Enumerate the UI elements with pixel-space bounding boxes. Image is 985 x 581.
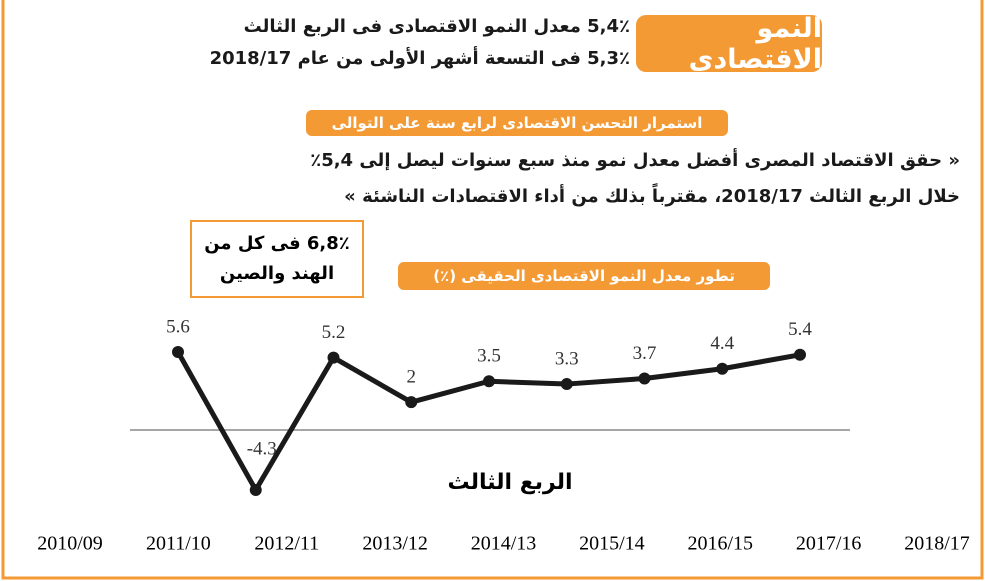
note-line: 6,8٪ فى كل من [204, 233, 350, 254]
x-tick-label: 2017/16 [796, 533, 862, 555]
point [560, 378, 573, 391]
note-box: 6,8٪ فى كل من الهند والصين [190, 220, 364, 298]
data-label: 3.3 [555, 348, 579, 369]
annotation: الربع الثالث [447, 470, 572, 495]
x-tick-label: 2010/09 [37, 533, 103, 555]
x-tick-label: 2015/14 [579, 533, 645, 555]
point [249, 484, 262, 496]
data-label: 4.4 [710, 333, 734, 354]
point [405, 396, 418, 409]
point [483, 375, 495, 388]
banner: استمرار التحسن الاقتصادى لرابع سنة على ا… [306, 110, 728, 136]
x-tick-label: 2012/11 [254, 533, 319, 555]
point [716, 362, 729, 375]
x-tick-label: 2011/10 [146, 533, 211, 555]
quote-line: « حقق الاقتصاد المصرى أفضل معدل نمو منذ … [310, 150, 960, 171]
x-tick-label: 2018/17 [904, 533, 970, 555]
data-label: 5.2 [322, 322, 346, 343]
chart-title: تطور معدل النمو الاقتصادى الحقيقى (٪) [398, 262, 770, 290]
note-line: الهند والصين [219, 263, 335, 284]
quote-line: خلال الربع الثالث 2018/17، مقترباً بذلك … [344, 186, 960, 207]
data-label: 5.6 [166, 316, 190, 337]
data-label: 5.4 [788, 319, 812, 340]
point [172, 346, 184, 358]
badge: النمو الاقتصادى [636, 13, 822, 75]
data-label: 3.5 [477, 346, 501, 367]
point [327, 351, 340, 364]
data-label: 3.7 [633, 343, 657, 364]
data-label: -4.3 [247, 438, 277, 459]
data-label: 2 [407, 367, 417, 388]
point [794, 348, 806, 361]
x-tick-label: 2014/13 [471, 533, 537, 555]
x-tick-label: 2016/15 [687, 533, 753, 555]
x-tick-label: 2013/12 [362, 533, 428, 555]
header-line: 5,4٪ معدل النمو الاقتصادى فى الربع الثال… [243, 16, 630, 37]
header-line: 5,3٪ فى التسعة أشهر الأولى من عام 2018/1… [209, 48, 630, 69]
point [638, 372, 651, 385]
